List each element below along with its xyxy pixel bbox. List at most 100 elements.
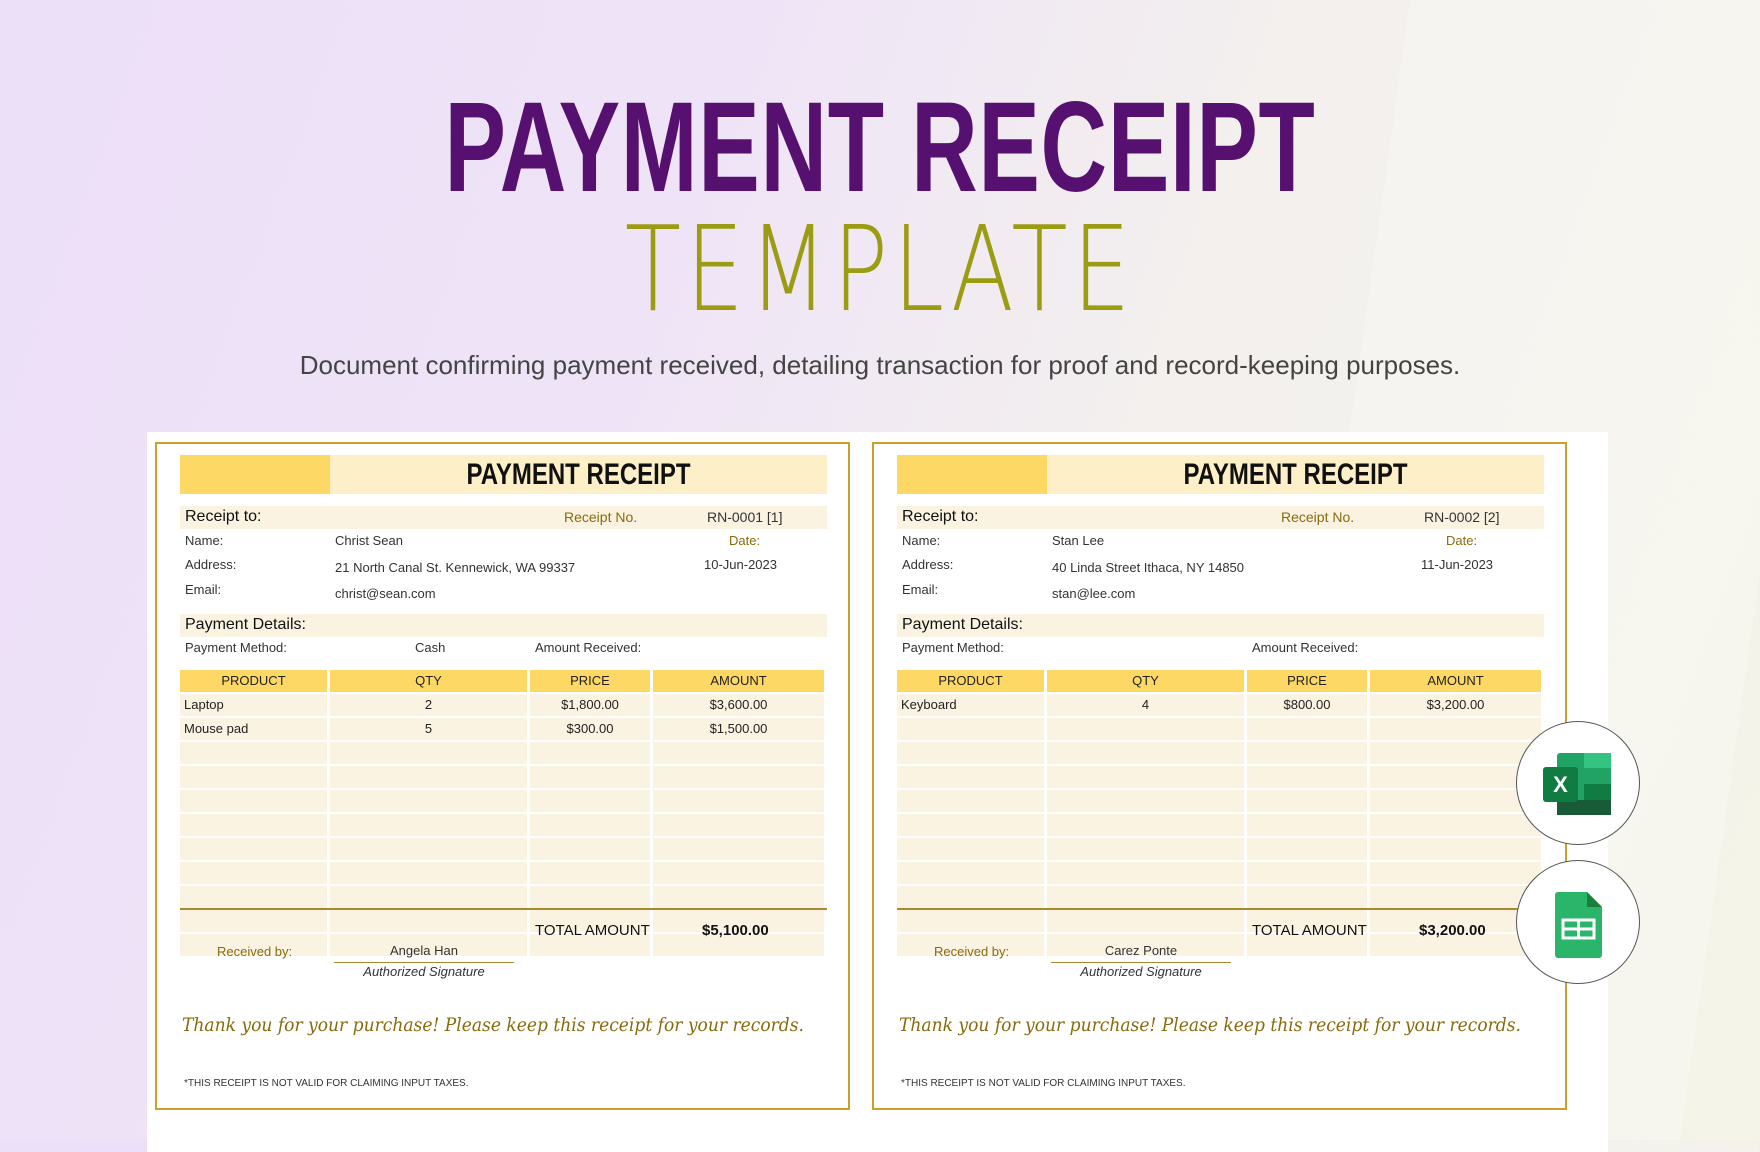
column-header: QTY — [1047, 670, 1244, 692]
table-cell — [653, 862, 824, 884]
date-value: 11-Jun-2023 — [1421, 557, 1494, 572]
sheets-badge[interactable] — [1516, 860, 1640, 984]
receipt-header: PAYMENT RECEIPT — [180, 455, 827, 494]
table-row — [180, 910, 827, 932]
amount-received-label: Amount Received: — [1252, 640, 1359, 655]
table-row — [180, 862, 827, 884]
table-cell — [1247, 862, 1367, 884]
payment-method-label: Payment Method: — [902, 640, 1004, 655]
table-cell: $1,800.00 — [530, 694, 650, 716]
table-cell — [1047, 790, 1244, 812]
total-amount-label: TOTAL AMOUNT — [1252, 922, 1367, 939]
table-row: Mouse pad 5 $300.00 $1,500.00 — [180, 718, 827, 740]
table-cell: Mouse pad — [180, 718, 327, 740]
table-cell — [653, 886, 824, 908]
page-description: Document confirming payment received, de… — [299, 350, 1461, 380]
payment-method-value: Cash — [415, 640, 446, 655]
table-cell — [180, 766, 327, 788]
table-cell — [1247, 910, 1367, 932]
date-label: Date: — [1446, 533, 1478, 548]
name-value: Stan Lee — [1052, 533, 1105, 548]
table-cell — [330, 766, 527, 788]
table-cell — [1047, 910, 1244, 932]
google-sheets-icon — [1555, 892, 1602, 958]
table-cell — [1370, 790, 1541, 812]
table-cell — [180, 910, 327, 932]
table-cell — [1247, 838, 1367, 860]
table-cell — [1370, 766, 1541, 788]
table-row — [897, 886, 1544, 908]
table-cell — [1247, 790, 1367, 812]
table-cell — [530, 790, 650, 812]
page-subtitle: TEMPLATE — [624, 200, 1136, 338]
receipt: PAYMENT RECEIPT Receipt to: Receipt No. … — [872, 442, 1567, 1110]
table-cell — [1047, 862, 1244, 884]
table-row — [897, 934, 1544, 956]
table-cell — [1370, 910, 1541, 932]
disclaimer: *THIS RECEIPT IS NOT VALID FOR CLAIMING … — [901, 1078, 1186, 1089]
table-row — [897, 814, 1544, 836]
name-value: Christ Sean — [335, 533, 403, 548]
address-label: Address: — [902, 557, 954, 572]
receipt-heading: PAYMENT RECEIPT — [1183, 458, 1408, 491]
table-cell — [653, 934, 824, 956]
table-row — [897, 838, 1544, 860]
table-cell — [897, 742, 1044, 764]
table-cell — [897, 838, 1044, 860]
table-cell — [180, 862, 327, 884]
table-cell: $3,200.00 — [1370, 694, 1541, 716]
table-cell — [653, 814, 824, 836]
items-table: PRODUCT QTY PRICE AMOUNT Laptop 2 $1,800.00 $3,… — [180, 670, 827, 958]
table-cell — [1247, 766, 1367, 788]
table-row — [180, 790, 827, 812]
svg-text:X: X — [1553, 772, 1568, 797]
table-cell — [1370, 742, 1541, 764]
table-cell — [897, 790, 1044, 812]
authorized-signature-label: Authorized Signature — [363, 964, 485, 979]
table-cell — [180, 934, 327, 956]
table-cell — [897, 934, 1044, 956]
receipt-to-label: Receipt to: — [185, 508, 262, 525]
table-cell — [530, 910, 650, 932]
table-row — [180, 934, 827, 956]
disclaimer: *THIS RECEIPT IS NOT VALID FOR CLAIMING … — [184, 1078, 469, 1089]
table-cell — [1047, 814, 1244, 836]
table-cell — [530, 742, 650, 764]
table-cell — [530, 838, 650, 860]
receipt-to-label: Receipt to: — [902, 508, 979, 525]
microsoft-excel-icon: X — [1543, 753, 1611, 815]
table-cell — [330, 934, 527, 956]
table-row — [180, 886, 827, 908]
table-row — [897, 910, 1544, 932]
table-row — [897, 718, 1544, 740]
table-cell — [1047, 766, 1244, 788]
date-value: 10-Jun-2023 — [704, 557, 777, 572]
column-header: QTY — [330, 670, 527, 692]
table-cell — [330, 910, 527, 932]
table-cell — [897, 886, 1044, 908]
table-cell — [530, 934, 650, 956]
column-header: AMOUNT — [653, 670, 824, 692]
column-header: PRICE — [530, 670, 650, 692]
table-row — [180, 766, 827, 788]
total-amount-label: TOTAL AMOUNT — [535, 922, 650, 939]
table-cell — [330, 886, 527, 908]
table-row: Laptop 2 $1,800.00 $3,600.00 — [180, 694, 827, 716]
table-row — [180, 742, 827, 764]
table-cell — [530, 862, 650, 884]
column-header: PRODUCT — [180, 670, 327, 692]
table-cell — [330, 742, 527, 764]
table-cell — [897, 862, 1044, 884]
date-label: Date: — [729, 533, 761, 548]
table-cell — [653, 838, 824, 860]
table-cell — [897, 718, 1044, 740]
excel-badge[interactable]: X — [1516, 721, 1640, 845]
table-row — [897, 790, 1544, 812]
total-amount-value: $3,200.00 — [1419, 922, 1486, 939]
table-cell — [330, 790, 527, 812]
table-cell — [180, 742, 327, 764]
receipt: PAYMENT RECEIPT Receipt to: Receipt No. … — [155, 442, 850, 1110]
items-table: PRODUCT QTY PRICE AMOUNT Keyboard 4 $800.00 $3,… — [897, 670, 1544, 958]
receipt-no-value: RN-0002 [2] — [1424, 509, 1500, 525]
table-row — [180, 814, 827, 836]
